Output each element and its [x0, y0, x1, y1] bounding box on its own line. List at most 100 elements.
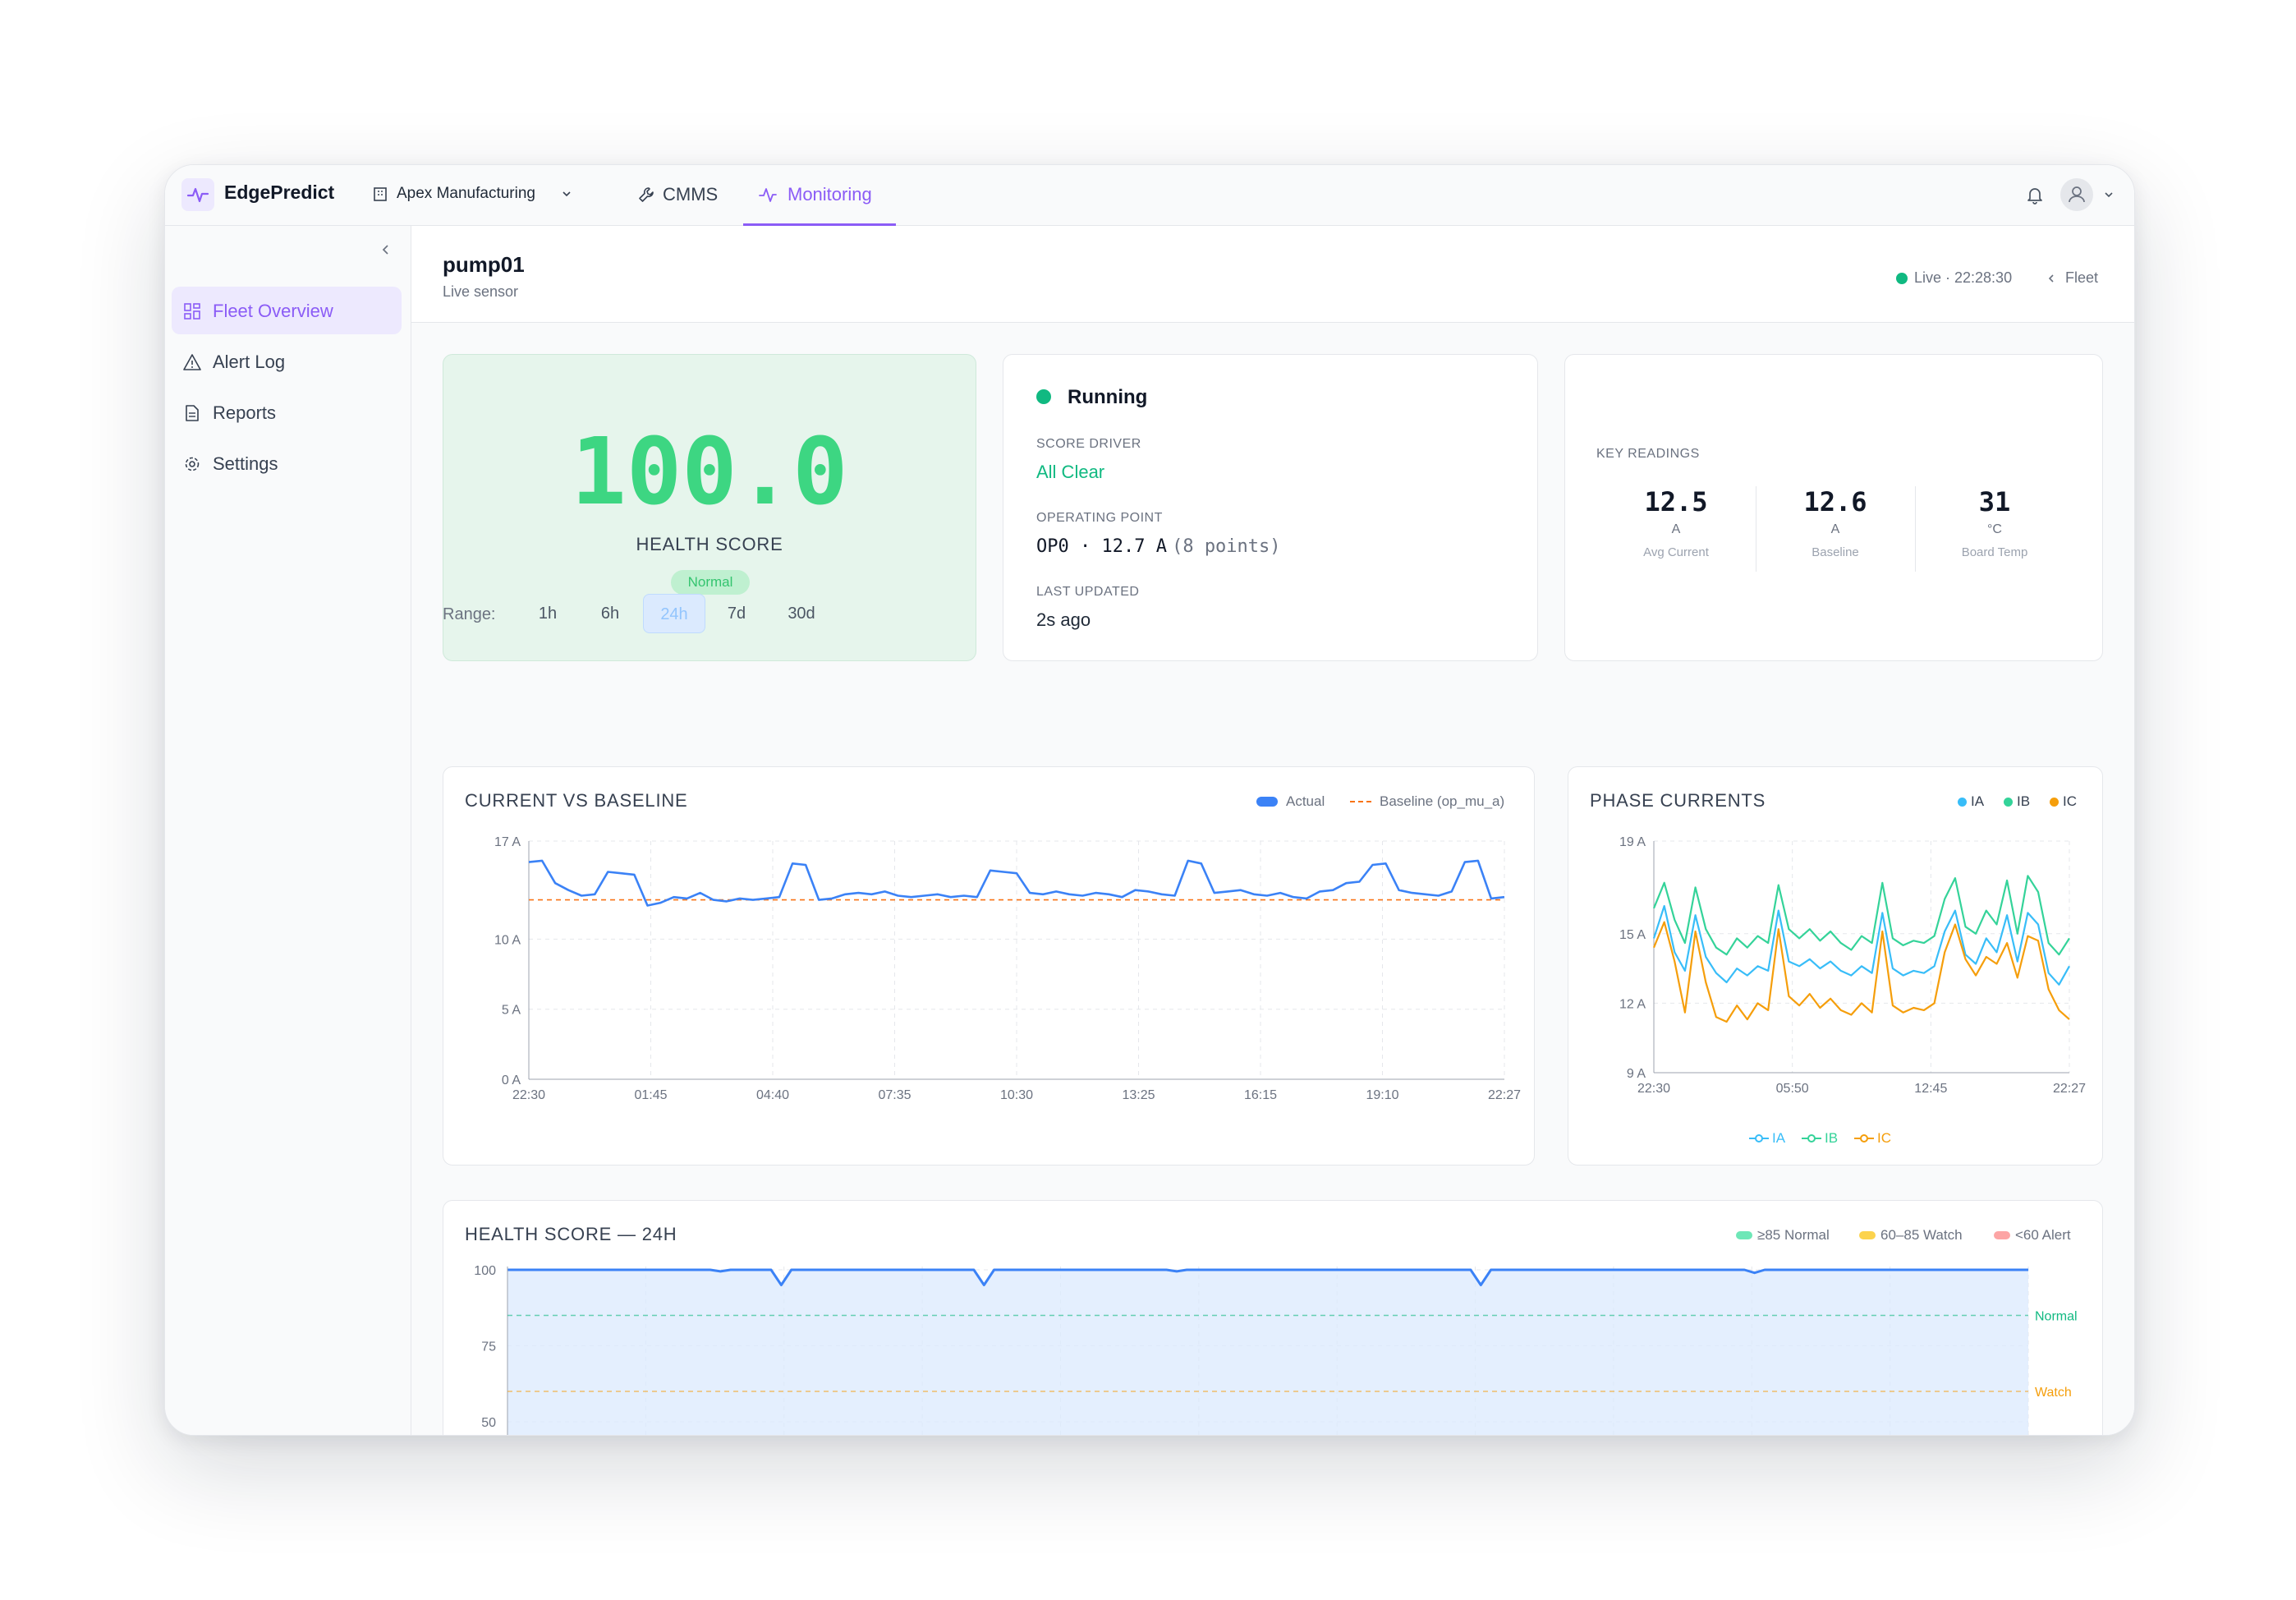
legend-item-ic: IC [1877, 1130, 1891, 1146]
status-card: Running SCORE DRIVER All Clear OPERATING… [1003, 354, 1538, 661]
chart-legend: ≥85 Normal 60–85 Watch <60 Alert [1736, 1225, 2097, 1245]
reading-board-temp: 31 °C Board Temp [1915, 486, 2074, 568]
back-to-fleet-link[interactable]: Fleet [2046, 267, 2119, 290]
chart-title: CURRENT VS BASELINE [465, 790, 688, 811]
collapse-sidebar-icon[interactable] [379, 242, 393, 257]
legend-line-ia-icon [1749, 1134, 1769, 1143]
legend-swatch-normal [1736, 1231, 1752, 1239]
y-tick-label: 75 [481, 1340, 496, 1354]
x-tick-label: 07:35 [878, 1088, 911, 1102]
x-tick-label: 05:50 [1776, 1082, 1809, 1096]
logo-icon[interactable] [181, 178, 214, 211]
sidebar-item-label: Settings [213, 453, 278, 474]
range-6h-button[interactable]: 6h [581, 594, 640, 633]
x-tick-label: 22:30 [1637, 1082, 1670, 1096]
reading-name: Board Temp [1961, 545, 2028, 559]
series-line-ic [1652, 921, 2070, 1023]
tab-cmms-label: CMMS [663, 184, 719, 205]
gear-icon [185, 457, 200, 471]
threshold-label-watch: Watch [2035, 1386, 2072, 1400]
reading-unit: A [1830, 522, 1840, 536]
page-subtitle: Live sensor [443, 283, 519, 300]
operating-point-value: OP0 · 12.7 A [1036, 536, 1167, 557]
sidebar-item-label: Alert Log [213, 352, 286, 372]
tab-monitoring-label: Monitoring [788, 184, 872, 205]
legend-swatch-alert [1994, 1231, 2010, 1239]
y-tick-label: 12 A [1619, 997, 1646, 1011]
app-window: EdgePredict Apex Manufacturing CMMS Moni… [164, 164, 2135, 1436]
status-badge: Normal [671, 570, 750, 595]
y-tick-label: 50 [481, 1416, 496, 1430]
current-vs-baseline-card: CURRENT VS BASELINE Actual Baseline (op_… [443, 766, 1535, 1166]
range-option-label: 1h [538, 605, 558, 623]
series-line-ia [1652, 904, 2070, 986]
reading-value: 12.6 [1803, 486, 1867, 517]
top-bar: EdgePredict Apex Manufacturing CMMS Moni… [165, 165, 2134, 226]
reading-baseline: 12.6 A Baseline [1756, 486, 1915, 568]
bell-icon[interactable] [2024, 185, 2046, 206]
legend-item-ic: IC [2063, 793, 2077, 809]
main-content: pump01 Live sensor Live · 22:28:30 Fleet… [411, 226, 2134, 1435]
user-menu[interactable] [2060, 178, 2123, 211]
x-tick-label: 10:30 [1000, 1088, 1033, 1102]
page-header: pump01 Live sensor Live · 22:28:30 Fleet [411, 226, 2134, 323]
chart-title: HEALTH SCORE — 24H [465, 1224, 677, 1244]
x-tick-label: 12:45 [1914, 1082, 1947, 1096]
x-tick-label: 13:25 [1122, 1088, 1155, 1102]
range-option-label: 7d [727, 605, 746, 623]
current-chart: 0 A 5 A 10 A 17 A 22:30 01:45 04:40 07:35 10:30 1… [494, 835, 1521, 1102]
operating-point-count: (8 points) [1172, 536, 1281, 557]
building-icon [374, 187, 387, 201]
range-label: Range: [443, 605, 496, 623]
app-title[interactable]: EdgePredict [224, 182, 335, 203]
legend-item-watch: 60–85 Watch [1880, 1227, 1963, 1243]
legend-line-ic-icon [1854, 1134, 1874, 1143]
health-score-label: HEALTH SCORE [636, 534, 783, 554]
legend-swatch-baseline [1350, 801, 1371, 802]
range-option-label: 24h [660, 605, 688, 623]
live-dot-icon [1896, 273, 1908, 284]
phase-chart: 9 A 12 A 15 A 19 A 22:30 05:50 12:45 22:27 [1619, 835, 2086, 1096]
sidebar-item-reports[interactable]: Reports [172, 389, 402, 436]
tab-cmms[interactable]: CMMS [633, 165, 732, 226]
legend-item-ia: IA [1772, 1130, 1786, 1146]
legend-line-ib-icon [1802, 1134, 1821, 1143]
range-30d-button[interactable]: 30d [766, 594, 837, 633]
sidebar-item-label: Reports [213, 402, 277, 423]
sidebar-item-alert-log[interactable]: Alert Log [172, 338, 402, 385]
last-updated-label: LAST UPDATED [1036, 585, 1140, 599]
sidebar: Fleet Overview Alert Log Reports Setting… [165, 226, 411, 1435]
back-label: Fleet [2065, 269, 2099, 286]
y-tick-label: 19 A [1619, 835, 1646, 849]
legend-swatch-actual [1256, 797, 1278, 807]
phase-currents-card: PHASE CURRENTS IA IB IC IA IB IC 9 A 12 A… [1568, 766, 2103, 1166]
legend-item-alert: <60 Alert [2015, 1227, 2071, 1243]
y-tick-label: 17 A [494, 835, 521, 849]
operating-point-row: OP0 · 12.7 A (8 points) [1036, 536, 1281, 557]
range-24h-button[interactable]: 24h [643, 594, 705, 633]
range-option-label: 6h [600, 605, 620, 623]
legend-item-normal: ≥85 Normal [1757, 1227, 1830, 1243]
y-tick-label: 0 A [502, 1074, 521, 1087]
x-tick-label: 16:15 [1244, 1088, 1277, 1102]
range-1h-button[interactable]: 1h [518, 594, 577, 633]
key-readings-label: KEY READINGS [1596, 447, 1700, 461]
series-line-health [507, 1268, 2028, 1286]
chart-legend: IA IB IC [1958, 792, 2097, 811]
legend-swatch-ia [1958, 798, 1967, 807]
document-icon [186, 405, 199, 421]
legend-item-ib: IB [1825, 1130, 1839, 1146]
health-area-fill [507, 1270, 2028, 1435]
range-7d-button[interactable]: 7d [707, 594, 766, 633]
reading-name: Avg Current [1643, 545, 1709, 559]
chevron-down-icon [2105, 192, 2113, 198]
score-driver-label: SCORE DRIVER [1036, 437, 1141, 451]
series-line-ib [1652, 875, 2070, 956]
sidebar-item-settings[interactable]: Settings [172, 439, 402, 487]
org-name: Apex Manufacturing [397, 185, 535, 202]
tab-monitoring[interactable]: Monitoring [743, 165, 896, 226]
x-tick-label: 01:45 [634, 1088, 667, 1102]
sidebar-item-label: Fleet Overview [213, 301, 333, 321]
legend-item-ib: IB [2017, 793, 2031, 809]
sidebar-item-fleet-overview[interactable]: Fleet Overview [172, 287, 402, 334]
